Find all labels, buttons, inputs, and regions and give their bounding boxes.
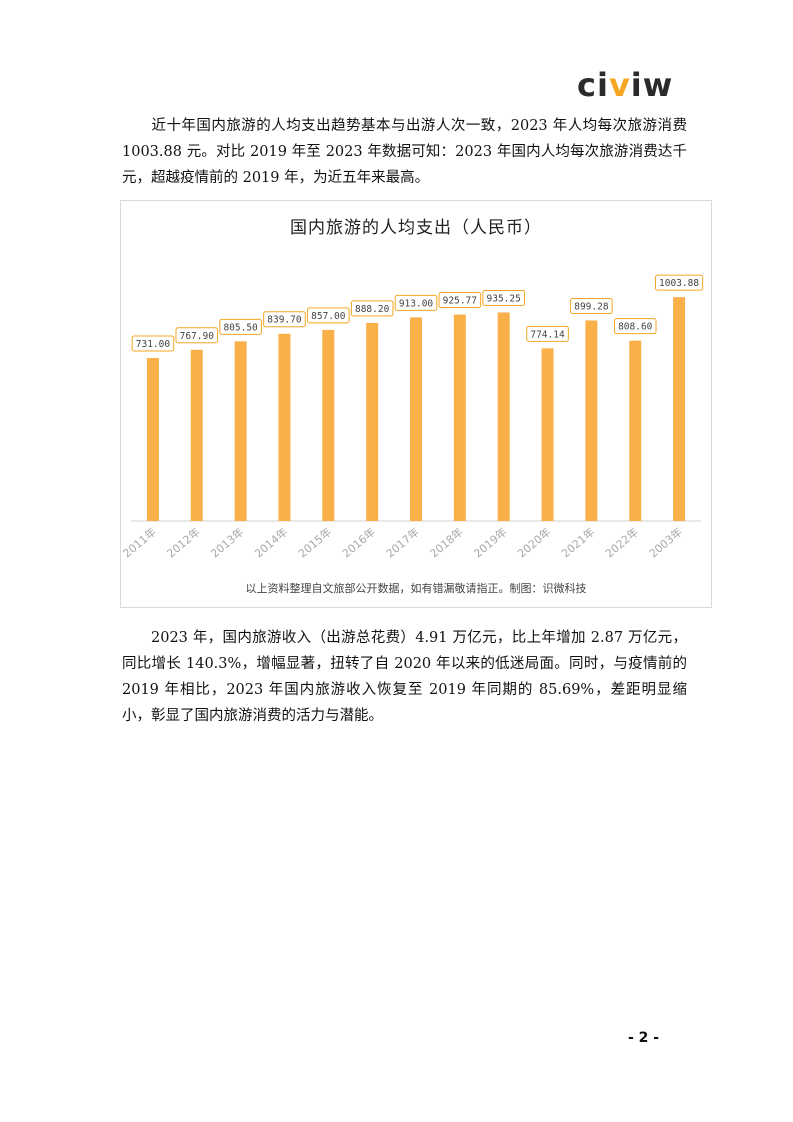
bar-4	[322, 329, 335, 521]
category-label-3: 2014年	[252, 525, 291, 561]
bar-12	[673, 297, 686, 521]
category-label-8: 2019年	[471, 525, 510, 561]
category-label-12: 2003年	[646, 525, 685, 561]
bar-11	[629, 340, 642, 521]
bar-5	[366, 322, 379, 521]
data-label-box-12	[654, 274, 704, 291]
bar-2	[234, 341, 247, 521]
data-label-6: 913.00	[399, 298, 434, 309]
bar-8	[497, 312, 510, 521]
paragraph-income: 2023 年，国内旅游收入（出游总花费）4.91 万亿元，比上年增加 2.87 …	[122, 630, 687, 724]
data-label-5: 888.20	[355, 304, 390, 315]
data-label-box-1	[175, 327, 219, 344]
page-number: - 2 -	[628, 1030, 660, 1046]
bar-0	[146, 357, 159, 521]
category-label-0: 2011年	[121, 525, 159, 561]
data-label-box-2	[219, 318, 262, 335]
data-label-box-0	[131, 335, 175, 352]
data-label-box-6	[394, 294, 438, 311]
category-label-7: 2018年	[427, 525, 466, 561]
bar-chart: 731.00 2011年 767.90 2012年 805.50 2013年 839.70 2…	[121, 274, 704, 561]
data-label-9: 774.14	[530, 329, 565, 340]
data-label-11: 808.60	[618, 322, 653, 333]
data-label-box-3	[263, 311, 306, 328]
data-label-12: 1003.88	[659, 278, 699, 289]
data-label-box-10	[570, 297, 613, 314]
bar-6	[410, 317, 422, 521]
civiw-logo: civiw	[577, 66, 674, 104]
data-label-box-4	[307, 307, 350, 324]
category-label-4: 2015年	[295, 525, 334, 561]
bar-1	[190, 349, 203, 521]
chart-title: 国内旅游的人均支出（人民币）	[290, 218, 542, 238]
data-label-8: 935.25	[487, 293, 521, 304]
category-label-10: 2021年	[558, 525, 597, 561]
category-label-5: 2016年	[339, 525, 378, 561]
data-label-box-5	[350, 300, 394, 317]
data-label-4: 857.00	[311, 311, 346, 322]
bar-7	[453, 314, 466, 521]
chart-source-note: 以上资料整理自文旅部公开数据，如有错漏敬请指正。制图：识微科技	[245, 582, 587, 595]
category-label-2: 2013年	[208, 525, 247, 561]
data-label-10: 899.28	[574, 301, 609, 312]
data-label-box-8	[482, 289, 525, 306]
data-label-box-9	[526, 325, 569, 342]
data-label-box-11	[613, 318, 657, 335]
bar-10	[585, 320, 598, 521]
data-label-3: 839.70	[267, 315, 302, 326]
data-label-7: 925.77	[443, 296, 477, 307]
category-label-1: 2012年	[164, 525, 203, 561]
category-label-6: 2017年	[383, 525, 422, 561]
category-label-11: 2022年	[602, 525, 641, 561]
data-label-box-7	[438, 292, 482, 309]
paragraph-intro: 近十年国内旅游的人均支出趋势基本与出游人次一致，2023 年人均每次旅游消费 1…	[122, 118, 687, 186]
data-label-0: 731.00	[136, 339, 171, 350]
bar-9	[541, 348, 554, 521]
chart-container: 国内旅游的人均支出（人民币） 731.00 2011年 767.90 2012年 805…	[120, 200, 712, 608]
data-label-1: 767.90	[180, 331, 215, 342]
bar-3	[278, 333, 291, 521]
category-label-9: 2020年	[515, 525, 554, 561]
data-label-2: 805.50	[223, 322, 258, 333]
